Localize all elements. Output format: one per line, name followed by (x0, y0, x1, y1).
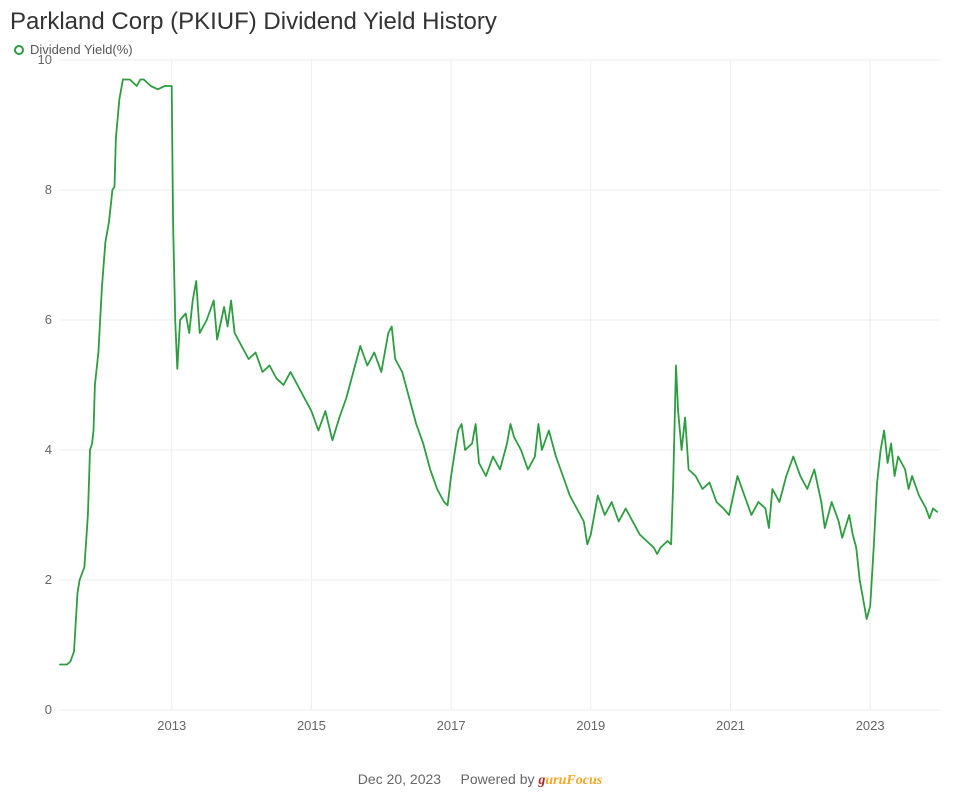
footer-date: Dec 20, 2023 (358, 771, 441, 787)
legend-marker-icon (14, 45, 24, 55)
svg-text:2: 2 (45, 572, 52, 587)
svg-text:10: 10 (38, 52, 52, 67)
svg-text:2017: 2017 (437, 718, 466, 733)
svg-text:4: 4 (45, 442, 52, 457)
legend: Dividend Yield(%) (14, 42, 133, 57)
chart-title: Parkland Corp (PKIUF) Dividend Yield His… (10, 8, 497, 36)
gurufocus-logo: guruFocus (538, 773, 602, 788)
line-chart: 0246810 201320152017201920212023 (60, 60, 940, 740)
svg-text:2023: 2023 (856, 718, 885, 733)
chart-footer: Dec 20, 2023 Powered by guruFocus (0, 771, 960, 789)
svg-text:8: 8 (45, 182, 52, 197)
svg-text:0: 0 (45, 702, 52, 717)
svg-text:2013: 2013 (157, 718, 186, 733)
svg-text:2021: 2021 (716, 718, 745, 733)
svg-text:2019: 2019 (576, 718, 605, 733)
footer-powered-text: Powered by (461, 771, 539, 787)
svg-text:6: 6 (45, 312, 52, 327)
svg-text:2015: 2015 (297, 718, 326, 733)
